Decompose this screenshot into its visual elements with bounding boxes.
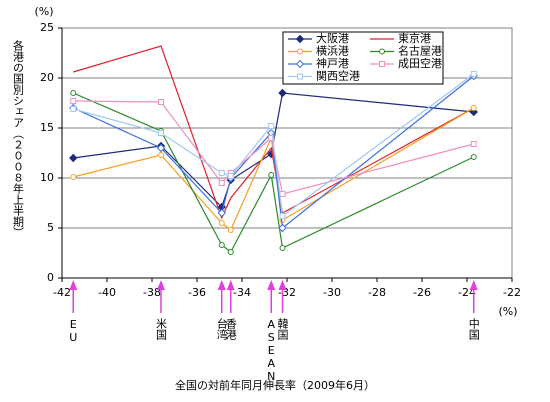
point [69, 153, 78, 163]
region-arrowhead [69, 280, 78, 290]
point [279, 191, 286, 197]
point [156, 143, 166, 153]
legend-label: 関西空港 [316, 69, 360, 83]
legend-label: 成田空港 [398, 56, 442, 70]
region-arrowhead [278, 280, 287, 290]
x-axis-label: 全国の対前年同月伸長率（2009年6月） [175, 378, 375, 392]
legend-marker [295, 59, 305, 69]
y-tick-label: 5 [47, 221, 54, 234]
y-tick-label: 15 [40, 121, 54, 134]
y-tick-label: 20 [40, 71, 54, 84]
point [218, 220, 225, 226]
point [227, 173, 234, 179]
legend-marker [297, 48, 303, 55]
region-label: 香港 [224, 318, 237, 340]
point [70, 106, 77, 112]
point [470, 154, 477, 160]
region-arrowhead [267, 280, 276, 290]
region-label: ASEAN [265, 318, 278, 383]
point [158, 152, 164, 158]
point [279, 213, 286, 219]
point [158, 130, 164, 136]
x-tick-label: -42 [53, 286, 71, 299]
legend-label: 横浜港 [316, 44, 349, 58]
point [70, 90, 77, 96]
point [278, 223, 287, 233]
legend-marker [379, 61, 385, 67]
y-unit: (%) [34, 5, 53, 18]
y-axis-label: 各港の国別シェア（２００８年上半期） [12, 39, 25, 238]
point [268, 135, 275, 141]
point [218, 242, 225, 248]
region-label: 中国 [467, 318, 480, 341]
point [268, 123, 275, 129]
region-arrowhead [226, 280, 235, 290]
point [470, 105, 477, 111]
point [70, 98, 77, 104]
point [218, 170, 225, 176]
x-tick-label: -34 [233, 286, 251, 299]
legend-marker [379, 48, 385, 55]
point [158, 99, 164, 105]
x-tick-label: -26 [413, 286, 431, 299]
region-label: EU [67, 318, 80, 344]
region-arrowhead [469, 280, 478, 290]
region-label: 韓国 [276, 318, 289, 341]
point [279, 245, 286, 251]
legend-box [282, 31, 444, 85]
x-tick-label: -30 [323, 286, 341, 299]
point [268, 172, 275, 178]
point [218, 180, 225, 186]
point [70, 174, 77, 180]
x-unit: (%) [498, 305, 517, 318]
region-label: 米国 [155, 318, 168, 341]
point [227, 227, 234, 233]
legend-marker [295, 34, 305, 44]
legend-label: 名古屋港 [398, 44, 442, 58]
x-tick-label: -38 [143, 286, 161, 299]
legend-marker [297, 73, 303, 80]
x-tick-label: -36 [188, 286, 206, 299]
x-tick-label: -28 [368, 286, 386, 299]
region-arrowhead [157, 280, 165, 290]
point [227, 249, 234, 255]
region-arrowhead [217, 280, 226, 290]
point [217, 208, 226, 218]
point [470, 141, 477, 147]
y-tick-label: 25 [40, 21, 54, 34]
x-tick-label: -40 [98, 286, 116, 299]
region-label: 台湾 [215, 317, 228, 341]
x-tick-label: -22 [503, 286, 521, 299]
y-tick-label: 10 [40, 171, 54, 184]
y-tick-label: 0 [47, 271, 54, 284]
point [278, 88, 287, 98]
legend-label: 東京港 [398, 31, 431, 45]
legend-label: 神戸港 [316, 56, 349, 70]
legend-label: 大阪港 [316, 31, 349, 45]
point [470, 71, 477, 77]
